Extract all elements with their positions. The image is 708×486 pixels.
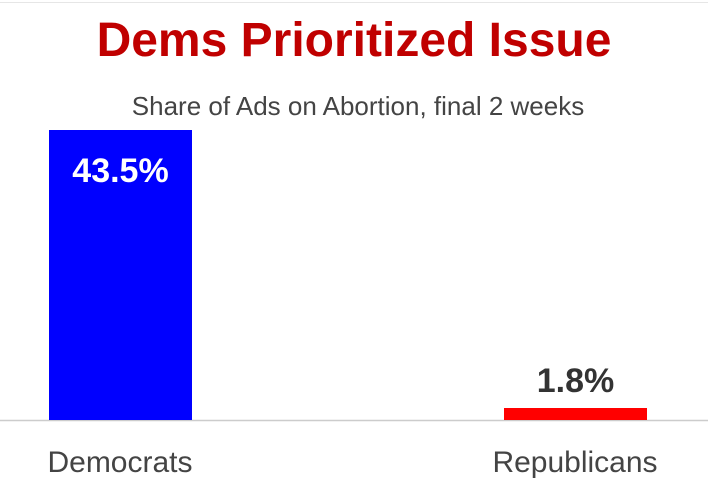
category-label-democrats: Democrats [47, 446, 192, 479]
value-label-republicans: 1.8% [537, 362, 615, 400]
chart-subtitle: Share of Ads on Abortion, final 2 weeks [131, 91, 585, 121]
bar-republicans [504, 408, 647, 420]
category-label-republicans: Republicans [492, 446, 657, 479]
chart-title: Dems Prioritized Issue [96, 14, 612, 67]
bars-layer: 43.5% Democrats 1.8% Republicans [47, 130, 658, 479]
bar-democrats [49, 130, 192, 420]
top-divider [0, 2, 708, 3]
value-label-democrats: 43.5% [72, 152, 168, 190]
